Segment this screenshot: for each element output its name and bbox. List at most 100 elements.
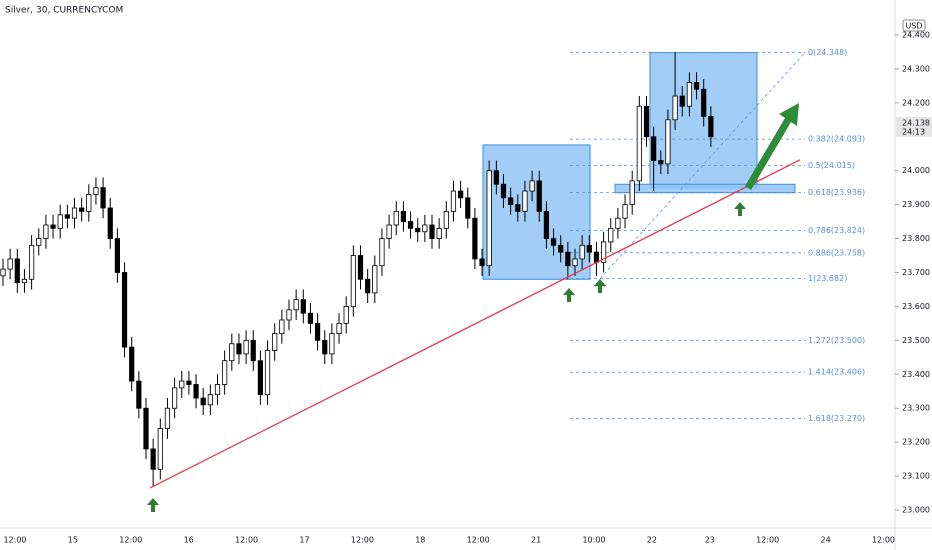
x-tick-label: 21 <box>531 536 541 545</box>
x-tick-label: 12:00 <box>872 536 895 545</box>
y-tick-label: 23.900 <box>902 200 930 209</box>
candle-body <box>636 105 642 182</box>
x-tick-label: 23 <box>705 536 715 545</box>
candle-body <box>257 360 264 396</box>
candle-body <box>422 224 428 233</box>
chart-title: Silver, 30, CURRENCYCOM <box>5 6 123 16</box>
candle-body <box>136 380 142 409</box>
y-tick-label: 23.400 <box>902 370 930 379</box>
plot-area: 0(24.348) 0.382(24.093) 0.5(24.015) 0.618(2… <box>0 48 865 489</box>
candle-body <box>372 265 378 294</box>
candle-body <box>322 339 328 355</box>
candle-body <box>665 119 671 165</box>
candle-body <box>529 180 535 192</box>
y-tick-label: 23.000 <box>902 506 930 515</box>
candle-body <box>157 428 163 470</box>
candle-body <box>479 258 485 267</box>
candle-body <box>186 380 192 385</box>
candle-body <box>214 384 221 396</box>
candle-body <box>143 407 149 450</box>
trendline <box>149 159 801 489</box>
candle-body <box>601 241 607 263</box>
candle-body <box>593 251 600 263</box>
candle-body <box>93 187 99 195</box>
arrow-icon <box>734 202 746 216</box>
last-price: 24.138 <box>902 118 930 127</box>
candle-body <box>64 214 70 219</box>
x-tick-label: 17 <box>299 536 309 545</box>
fib-label: 1(23.682) <box>808 274 847 283</box>
last-price-box <box>896 116 932 137</box>
arrow-icon <box>594 279 606 293</box>
candle-body <box>250 339 256 362</box>
candle-body <box>150 448 156 470</box>
candle-body <box>107 207 113 239</box>
candle-body <box>343 306 349 324</box>
y-tick-label: 23.800 <box>902 234 930 243</box>
candle-body <box>71 207 78 219</box>
candle-body <box>608 227 614 243</box>
candle-body <box>708 115 714 138</box>
y-tick-label: 23.300 <box>902 404 930 413</box>
fib-label: 0.5(24.015) <box>808 161 855 170</box>
candle-body <box>336 322 342 334</box>
candle-body <box>400 211 407 222</box>
candle-body <box>457 190 464 199</box>
candle-body <box>515 204 521 212</box>
candle-body <box>86 194 92 212</box>
x-tick-label: 18 <box>415 536 425 545</box>
candle-body <box>114 238 120 273</box>
candle-body <box>701 88 707 117</box>
candle-body <box>407 221 414 229</box>
candle-body <box>365 278 371 294</box>
candle-body <box>386 224 392 239</box>
fib-label: 1.414(23.406) <box>808 368 865 377</box>
candle-body <box>508 197 514 206</box>
candle-body <box>229 343 235 362</box>
x-tick-label: 15 <box>68 536 78 545</box>
zone-box <box>482 144 591 280</box>
y-tick-label: 23.700 <box>902 268 930 277</box>
x-tick-label: 22 <box>647 536 657 545</box>
candle-body <box>100 187 106 209</box>
candle-body <box>43 224 49 239</box>
candle-body <box>686 82 693 107</box>
x-tick-label: 24 <box>821 536 831 545</box>
candle-body <box>436 227 442 239</box>
candle-body <box>486 170 492 267</box>
candle-body <box>572 258 578 267</box>
countdown: 24:13 <box>902 127 925 136</box>
candle-body <box>615 217 621 229</box>
candle-body <box>243 339 249 355</box>
candle-body <box>493 170 499 185</box>
y-tick-label: 24.400 <box>902 30 930 39</box>
candle-body <box>207 394 213 406</box>
candle-body <box>129 346 135 382</box>
candle-body <box>472 217 478 260</box>
candle-body <box>629 180 635 206</box>
candle-body <box>264 350 271 396</box>
candle-body <box>443 211 449 229</box>
y-tick-label: 24.000 <box>902 166 930 175</box>
fib-label: 0.886(23.758) <box>808 248 865 257</box>
y-tick-label: 23.100 <box>902 472 930 481</box>
candle-body <box>622 204 628 219</box>
candle-body <box>236 343 242 355</box>
x-tick-label: 10:00 <box>582 536 605 545</box>
candle-body <box>415 227 421 233</box>
candle-body <box>293 299 299 311</box>
candle-body <box>200 397 206 406</box>
candle-body <box>465 197 471 219</box>
candle-body <box>300 299 306 314</box>
candle-body <box>522 190 528 212</box>
fib-label: 1.618(23.270) <box>808 414 865 423</box>
candle-body <box>193 384 199 399</box>
candle-body <box>314 322 321 341</box>
candle-body <box>543 211 550 239</box>
y-tick-label: 23.200 <box>902 438 930 447</box>
candle-body <box>272 333 278 351</box>
fib-label: 1.272(23.500) <box>808 336 865 345</box>
y-tick-label: 23.600 <box>902 302 930 311</box>
candle-body <box>28 244 35 280</box>
currency-badge <box>902 19 926 32</box>
